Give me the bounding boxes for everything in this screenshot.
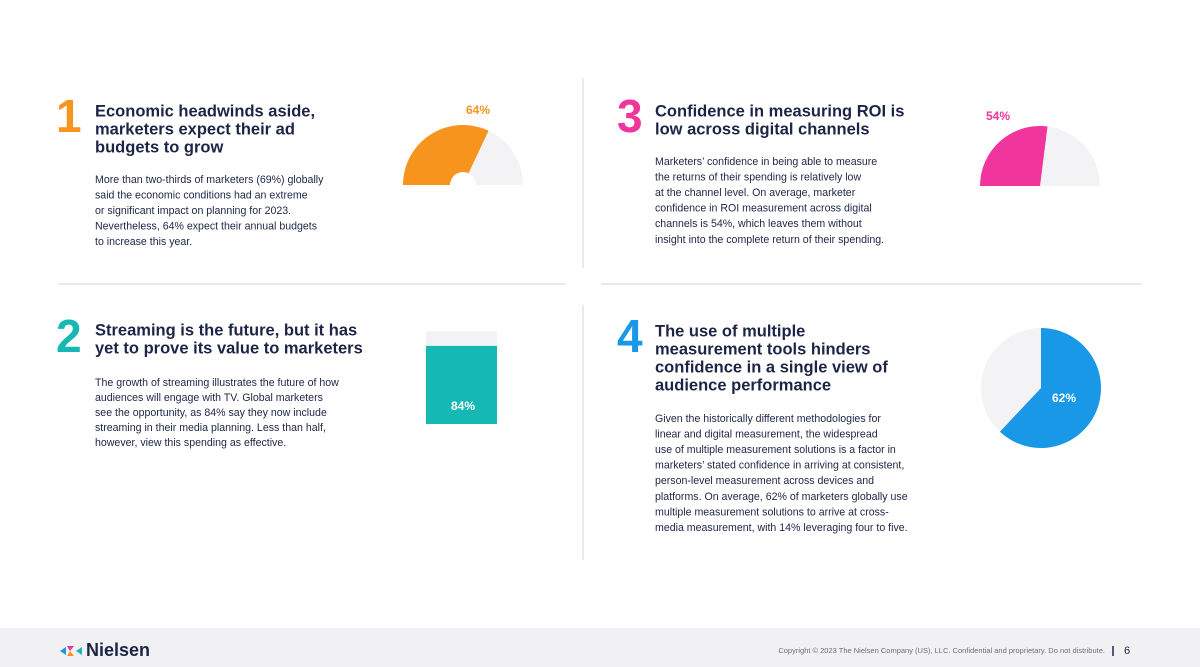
section-title: Economic headwinds aside,	[95, 102, 315, 120]
section-body: The growth of streaming illustrates the …	[95, 377, 339, 389]
section-title: yet to prove its value to marketers	[95, 339, 363, 357]
section-body: platforms. On average, 62% of marketers …	[655, 491, 908, 503]
section-body: marketers’ stated confidence in arriving…	[655, 460, 904, 472]
bar	[426, 345, 497, 424]
value-label: 54%	[986, 109, 1010, 123]
copyright: Copyright © 2023 The Nielsen Company (US…	[778, 646, 1105, 655]
pie-slice	[999, 328, 1102, 449]
logo-mark	[60, 646, 82, 656]
section-body: confidence in ROI measurement across dig…	[655, 203, 872, 215]
section-title: Streaming is the future, but it has	[95, 321, 357, 339]
section-number: 1	[56, 90, 82, 142]
section-number: 3	[617, 90, 643, 142]
section-body: streaming in their media planning. Less …	[95, 422, 326, 434]
section-body: Nevertheless, 64% expect their annual bu…	[95, 221, 317, 233]
section-title: marketers expect their ad	[95, 120, 295, 138]
section-body: More than two-thirds of marketers (69%) …	[95, 174, 324, 186]
section-title: The use of multiple	[655, 322, 805, 340]
section-body: use of multiple measurement solutions is…	[655, 444, 896, 456]
gauge-fill	[403, 125, 489, 185]
section-body: media measurement, with 14% leveraging f…	[655, 522, 908, 534]
section-title: low across digital channels	[655, 120, 870, 138]
section-title: Confidence in measuring ROI is	[655, 102, 904, 120]
section-body: see the opportunity, as 84% say they now…	[95, 407, 327, 419]
section-title: measurement tools hinders	[655, 340, 870, 358]
value-label: 64%	[466, 103, 490, 117]
gauge-fill	[980, 126, 1048, 186]
section-number: 4	[617, 310, 643, 362]
section-body: person-level measurement across devices …	[655, 475, 874, 487]
section-body: audiences will engage with TV. Global ma…	[95, 392, 323, 404]
section-body: Given the historically different methodo…	[655, 413, 881, 425]
section-body: the returns of their spending is relativ…	[655, 171, 861, 183]
brand: Nielsen	[86, 640, 150, 660]
section-title: audience performance	[655, 376, 831, 394]
section-body: Marketers’ confidence in being able to m…	[655, 156, 877, 168]
section-body: or significant impact on planning for 20…	[95, 205, 291, 217]
section-body: said the economic conditions had an extr…	[95, 189, 308, 201]
section-body: linear and digital measurement, the wide…	[655, 428, 878, 440]
section-number: 2	[56, 310, 82, 362]
section-body: at the channel level. On average, market…	[655, 187, 856, 199]
page-number: 6	[1124, 645, 1130, 657]
section-body: insight into the complete return of thei…	[655, 234, 884, 246]
value-label: 84%	[451, 399, 475, 413]
section-body: to increase this year.	[95, 236, 192, 248]
section-body: multiple measurement solutions to arrive…	[655, 506, 889, 518]
section-title: confidence in a single view of	[655, 358, 888, 376]
footer-band	[0, 628, 1200, 667]
section-title: budgets to grow	[95, 138, 223, 156]
value-label: 62%	[1052, 391, 1076, 405]
section-body: however, view this spending as effective…	[95, 437, 286, 449]
section-body: channels is 54%, which leaves them witho…	[655, 218, 862, 230]
